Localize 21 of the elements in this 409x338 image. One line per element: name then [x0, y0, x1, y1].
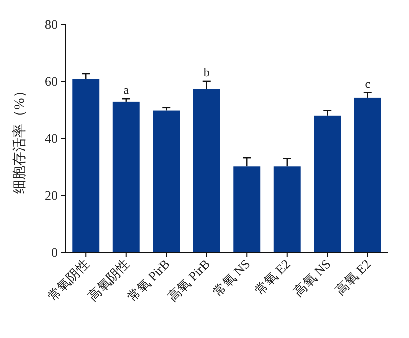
y-tick-label: 40 [45, 131, 58, 146]
bar [234, 166, 261, 253]
annotation: b [204, 65, 210, 80]
annotation: c [365, 76, 371, 91]
bar [274, 166, 301, 253]
y-axis-title: 细胞存活率（%） [12, 84, 28, 194]
x-tick-label: 常氧 E2 [252, 256, 294, 298]
x-tick-label: 常氧 NS [210, 256, 254, 300]
bar [193, 89, 220, 253]
x-tick-label: 高氧 E2 [332, 256, 374, 298]
y-tick-label: 60 [45, 74, 58, 89]
x-tick-label: 高氧 NS [290, 256, 334, 300]
bar [354, 98, 382, 253]
bar [72, 79, 100, 253]
y-tick-label: 0 [52, 245, 58, 260]
annotation: a [124, 83, 130, 98]
bar [153, 110, 180, 253]
y-tick-label: 80 [45, 17, 58, 32]
bar [314, 116, 342, 253]
y-tick-label: 20 [45, 188, 58, 203]
bar [112, 102, 140, 253]
